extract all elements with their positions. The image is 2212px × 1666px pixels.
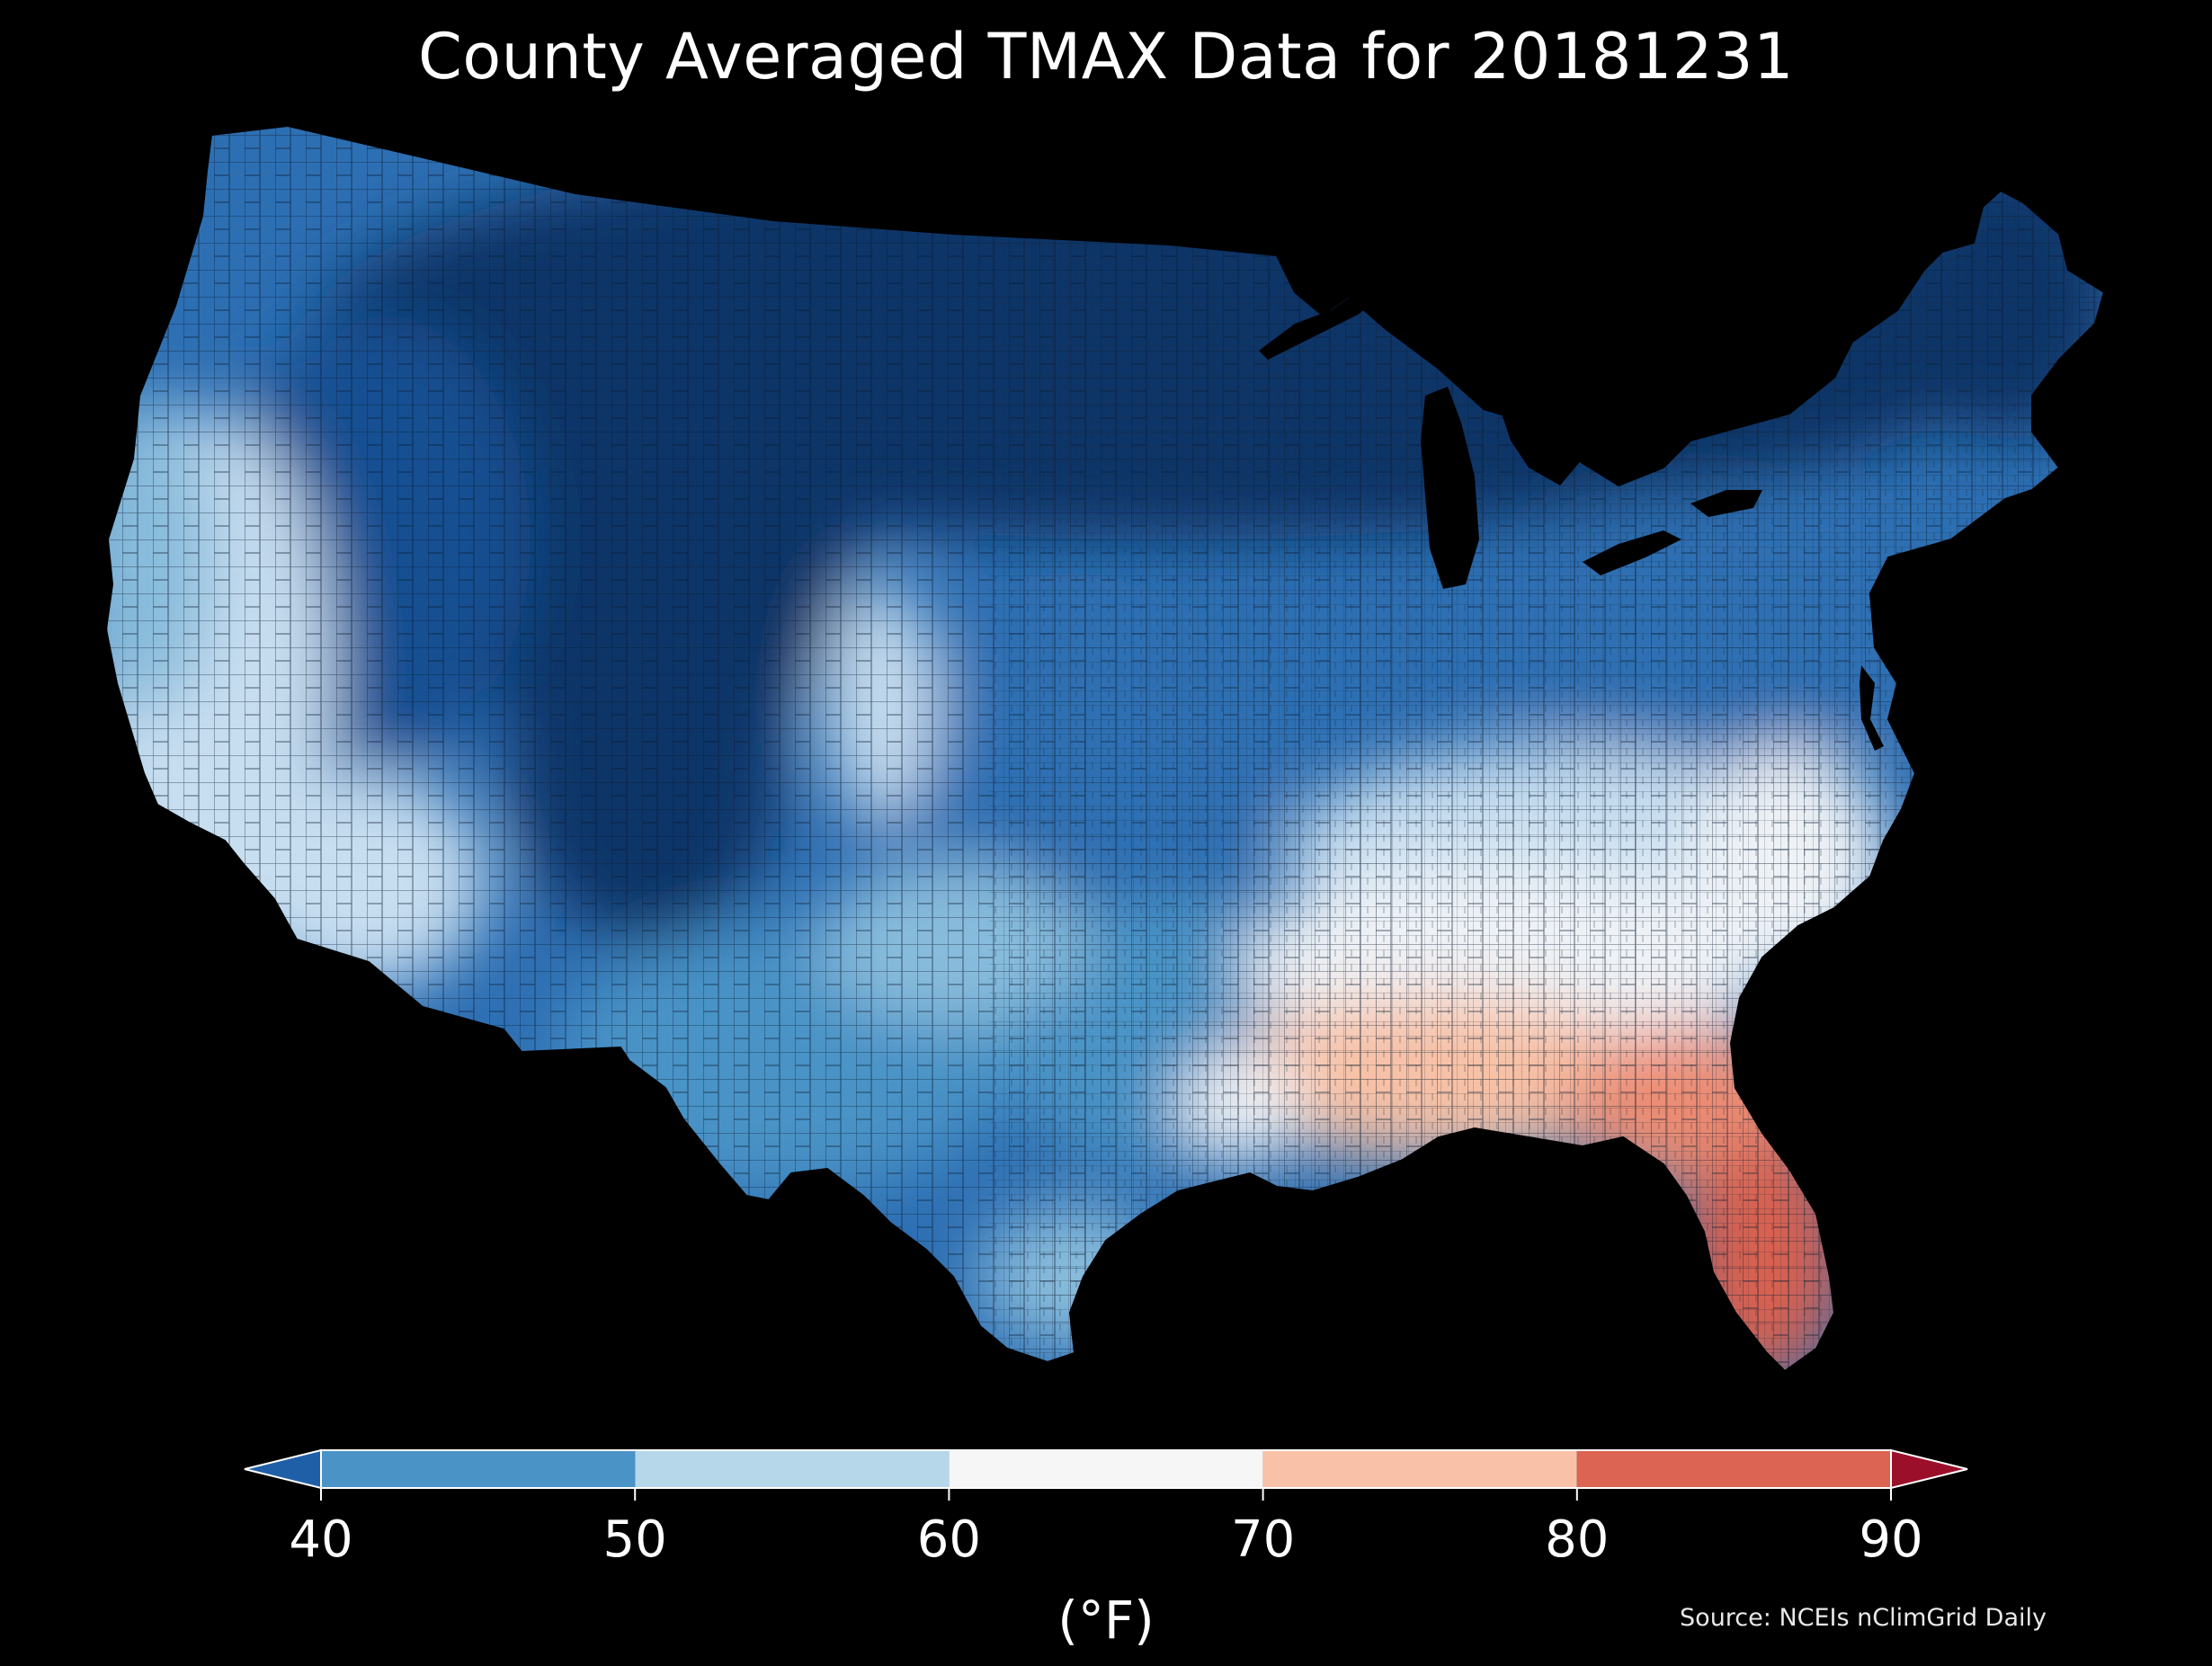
colorbar-bin-5 (1576, 1450, 1891, 1488)
colorbar-unit-label: (°F) (1057, 1590, 1155, 1651)
colorbar-bin-4 (1262, 1450, 1577, 1488)
lake-huron (1493, 387, 1583, 486)
colorbar-tick-label-60: 60 (916, 1510, 982, 1569)
colorbar-bin-3 (949, 1450, 1263, 1488)
lake-ontario (1690, 490, 1762, 517)
colorbar-bin-1 (321, 1450, 636, 1488)
colorbar-tick-label-80: 80 (1545, 1510, 1610, 1569)
colorbar-tick-label-90: 90 (1859, 1510, 1923, 1569)
great-lakes (1259, 292, 1884, 751)
lake-superior (1259, 292, 1376, 360)
lake-erie (1583, 530, 1681, 575)
colorbar-tick-label-40: 40 (289, 1510, 353, 1569)
colorbar-tick-label-70: 70 (1230, 1510, 1296, 1569)
map-title: County Averaged TMAX Data for 20181231 (417, 20, 1795, 94)
lake-michigan (1421, 387, 1479, 589)
colorbar-under-arrow (244, 1448, 322, 1490)
colorbar-frame (320, 1449, 1892, 1489)
colorbar-ticks (320, 1488, 1892, 1501)
source-credit: Source: NCEIs nClimGrid Daily (1680, 1604, 2047, 1632)
colorbar-over-arrow (1890, 1448, 1968, 1490)
colorbar-bins (321, 1450, 1891, 1488)
colorbar-bin-2 (635, 1450, 950, 1488)
colorbar-tick-label-50: 50 (602, 1510, 667, 1569)
chesapeake-bay (1860, 665, 1884, 751)
